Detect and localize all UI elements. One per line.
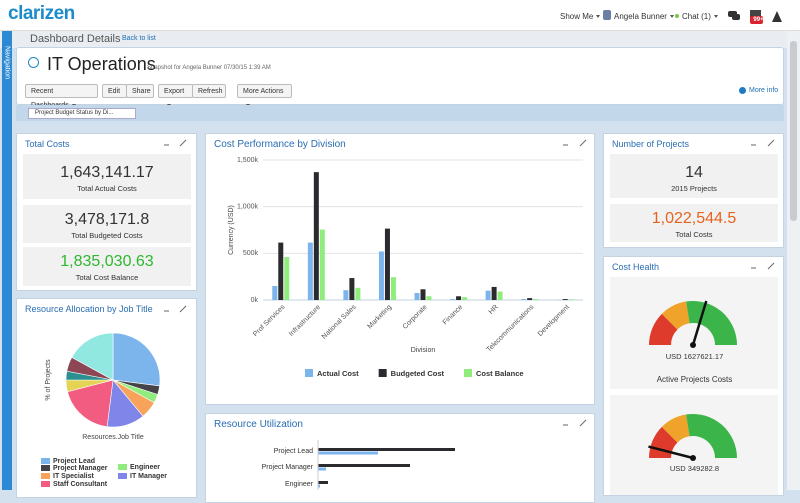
button-label[interactable]: More Actions: [243, 88, 283, 95]
share-button[interactable]: Share: [126, 84, 154, 98]
kpi-label: Total Actual Costs: [23, 184, 191, 193]
button-label[interactable]: Refresh: [198, 88, 223, 95]
back-link[interactable]: Back to list: [122, 35, 156, 42]
chat-status: [675, 14, 679, 18]
user-name[interactable]: Angela Bunner: [614, 12, 667, 21]
page: clarizen Show Me Angela Bunner Chat (1) …: [0, 0, 800, 490]
badge-label: 99+: [752, 17, 765, 23]
more-actions-button[interactable]: More Actions: [237, 84, 292, 98]
scroll-thumb[interactable]: [790, 41, 797, 221]
show-me[interactable]: Show Me: [560, 12, 600, 21]
kpi-label: 2015 Projects: [610, 184, 778, 193]
alert-icon[interactable]: [772, 11, 782, 22]
chat[interactable]: Chat (1): [682, 12, 718, 21]
kpi-value: 1,835,030.63: [23, 253, 191, 271]
refresh-button[interactable]: Refresh: [192, 84, 226, 98]
widget-cost-health: Cost Health USD 1627621.17 Active Projec…: [603, 256, 784, 496]
widget-title: Number of Projects: [612, 139, 689, 149]
gauge-label: Active Projects Costs: [604, 375, 785, 384]
nav-bar: Dashboard Details Back to list: [0, 31, 800, 48]
widget-title: Resource Allocation by Job Title: [25, 304, 153, 314]
export-button[interactable]: Export: [158, 84, 193, 98]
widget-cost-performance: Cost Performance by Division: [205, 133, 595, 405]
recent-dashboards-button[interactable]: Recent Dashboards: [25, 84, 98, 98]
kpi: 1,643,141.17 Total Actual Costs: [23, 154, 191, 199]
button-label[interactable]: Export: [164, 88, 184, 95]
kpi-label: Total Cost Balance: [23, 273, 191, 282]
top-bar: clarizen Show Me Angela Bunner Chat (1) …: [0, 0, 800, 31]
tab-bar: Project Budget Status by Di...: [16, 105, 784, 121]
chat-icon[interactable]: [732, 14, 740, 20]
kpi-value: 3,478,171.8: [23, 211, 191, 229]
gauge-box: [610, 395, 778, 495]
more-info[interactable]: More info: [749, 87, 778, 94]
kpi: 14 2015 Projects: [610, 154, 778, 198]
kpi: 1,022,544.5 Total Costs: [610, 204, 778, 242]
button-label[interactable]: Edit: [108, 88, 120, 95]
side-nav[interactable]: Navigation: [2, 31, 12, 490]
side-nav-label[interactable]: Navigation: [4, 38, 11, 88]
kpi: 1,835,030.63 Total Cost Balance: [23, 247, 191, 286]
widget-resource-allocation: Resource Allocation by Job Title: [16, 298, 197, 498]
widget-title: Total Costs: [25, 139, 70, 149]
tab[interactable]: Project Budget Status by Di...: [28, 108, 136, 119]
edit-button[interactable]: Edit: [102, 84, 127, 98]
kpi-value: 14: [610, 164, 778, 182]
widget-title: Cost Health: [612, 262, 659, 272]
dashboard-title: IT Operations: [47, 54, 156, 75]
kpi-label: Total Budgeted Costs: [23, 231, 191, 240]
user-icon: [603, 10, 611, 20]
info-icon: [739, 87, 746, 94]
snapshot: Snapshot for Angela Bunner 07/30/15 1:39…: [147, 65, 271, 71]
kpi-value: 1,643,141.17: [23, 164, 191, 182]
widget-number-of-projects: Number of Projects 14 2015 Projects 1,022…: [603, 133, 784, 248]
widget-title: Cost Performance by Division: [214, 139, 346, 150]
gauge-value: USD 1627621.17: [604, 352, 785, 361]
show-me-label[interactable]: Show Me: [560, 12, 593, 21]
clock-icon: [28, 57, 39, 68]
kpi-label: Total Costs: [610, 230, 778, 239]
tab-label[interactable]: Project Budget Status by Di...: [35, 110, 113, 116]
scrollbar[interactable]: [787, 31, 800, 490]
widget-title: Resource Utilization: [214, 419, 303, 430]
gauge-value: USD 349282.8: [604, 464, 785, 473]
page-title: Dashboard Details: [30, 33, 121, 45]
logo[interactable]: clarizen: [8, 3, 75, 25]
kpi-value: 1,022,544.5: [610, 210, 778, 228]
button-label[interactable]: Share: [132, 88, 151, 95]
gauge-box: [610, 277, 778, 389]
user-menu[interactable]: Angela Bunner: [614, 12, 674, 21]
widget-total-costs: Total Costs 1,643,141.17 Total Actual Cos…: [16, 133, 197, 291]
chat-label[interactable]: Chat (1): [682, 12, 711, 21]
kpi: 3,478,171.8 Total Budgeted Costs: [23, 205, 191, 243]
